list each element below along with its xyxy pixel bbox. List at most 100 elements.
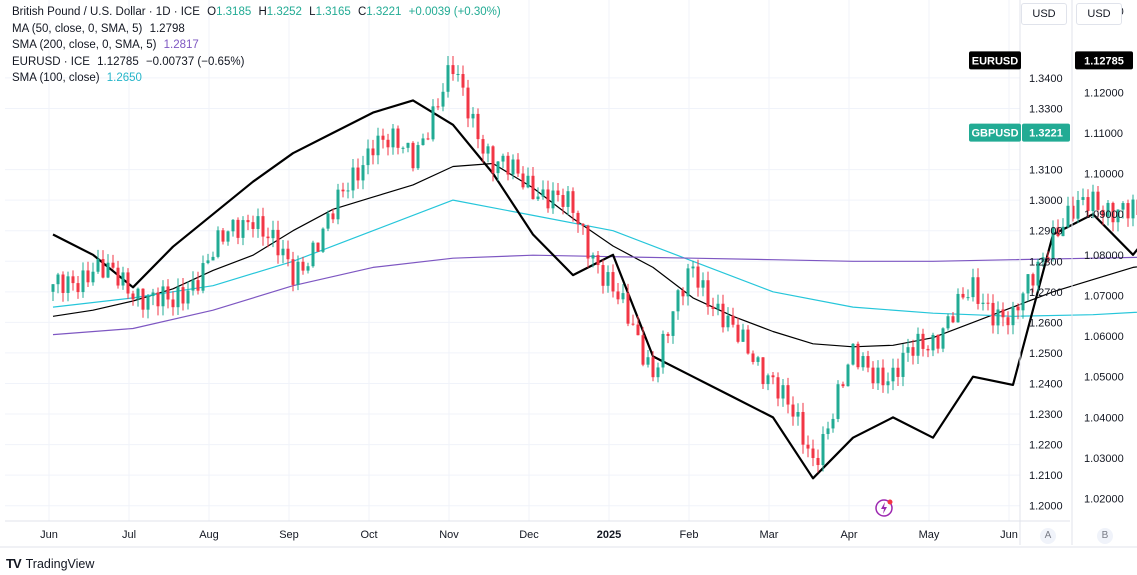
candle-body — [801, 412, 805, 445]
symbol-title[interactable]: British Pound / U.S. Dollar · 1D · ICE — [12, 6, 200, 18]
x-tick-label: Sep — [279, 529, 299, 541]
candle-body — [706, 280, 710, 307]
candle-body — [981, 302, 985, 304]
candle-body — [351, 167, 355, 191]
b-scale-button[interactable]: B — [1097, 528, 1113, 544]
right-axis-tick: 1.04000 — [1084, 412, 1124, 424]
tradingview-branding[interactable]: TV TradingView — [6, 556, 94, 571]
ohlc-high: 1.3252 — [266, 6, 302, 18]
candle-body — [971, 277, 975, 298]
chart-axes: Jun Jul Aug Sep Oct Nov Dec 2025 Feb Mar Apr May Jun… — [0, 0, 1137, 548]
candle-body — [651, 357, 655, 378]
candle-body — [836, 384, 840, 419]
candle-body — [411, 142, 415, 169]
candle-body — [161, 286, 165, 307]
candle-body — [391, 128, 395, 148]
candle-body — [656, 367, 660, 378]
candle-body — [286, 248, 290, 260]
legend-eurusd-row[interactable]: EURUSD · ICE 1.12785 −0.00737 (−0.65%) — [12, 54, 501, 71]
candle-body — [336, 189, 340, 220]
x-tick-label: Feb — [680, 529, 699, 541]
left-axis-tick: 1.2700 — [1029, 287, 1063, 299]
candle-body — [746, 329, 750, 354]
candle-body — [1011, 306, 1015, 326]
sma100-value: 1.2650 — [106, 72, 142, 84]
candle-body — [586, 225, 590, 259]
candle-body — [436, 106, 440, 108]
candle-body — [686, 268, 690, 297]
candle-body — [641, 335, 645, 365]
legend-sma100-row[interactable]: SMA (100, close) 1.2650 — [12, 70, 501, 87]
candle-body — [101, 259, 105, 278]
indicator-lines — [52, 99, 1137, 480]
candle-body — [356, 167, 360, 181]
candle-body — [406, 142, 410, 148]
candle-body — [311, 242, 315, 267]
candle-body — [866, 356, 870, 368]
candle-body — [451, 65, 455, 75]
candlesticks — [51, 55, 1137, 473]
candle-body — [711, 306, 715, 309]
candle-body — [201, 263, 205, 291]
candle-body — [826, 428, 830, 435]
x-tick-label: Aug — [199, 529, 219, 541]
candle-body — [666, 333, 670, 336]
right-axis-currency-button[interactable]: USD — [1076, 3, 1122, 25]
candle-body — [1046, 257, 1050, 259]
candle-body — [791, 404, 795, 417]
candle-body — [511, 159, 515, 175]
legend-ma50-row[interactable]: MA (50, close, 0, SMA, 5) 1.2798 — [12, 21, 501, 38]
candle-body — [461, 74, 465, 88]
candle-body — [1021, 293, 1025, 311]
auto-scale-button[interactable]: A — [1040, 528, 1056, 544]
gbpusd-name-text: GBPUSD — [971, 128, 1018, 140]
candle-body — [956, 293, 960, 323]
candle-body — [851, 343, 855, 365]
candle-body — [366, 148, 370, 166]
candle-body — [186, 290, 190, 304]
candle-body — [596, 255, 600, 266]
candle-body — [646, 357, 650, 365]
x-tick-label: Jul — [122, 529, 136, 541]
candle-body — [1051, 227, 1055, 259]
candle-body — [361, 165, 365, 181]
candle-body — [751, 353, 755, 362]
right-axis-tick: 1.05000 — [1084, 372, 1124, 384]
candle-body — [181, 287, 185, 304]
left-axis-tick: 1.2100 — [1029, 470, 1063, 482]
candle-body — [1006, 317, 1010, 326]
gbpusd-price-text: 1.3221 — [1029, 128, 1063, 140]
left-axis-currency-button[interactable]: USD — [1021, 3, 1067, 25]
candle-body — [811, 448, 815, 458]
x-tick-label: Mar — [760, 529, 779, 541]
left-axis-tick: 1.2800 — [1029, 256, 1063, 268]
candle-body — [556, 190, 560, 196]
left-axis-tick: 1.2900 — [1029, 226, 1063, 238]
candle-body — [936, 334, 940, 349]
candle-body — [321, 228, 325, 252]
candle-body — [156, 292, 160, 307]
candle-body — [481, 139, 485, 154]
candle-body — [701, 280, 705, 288]
legend-sma200-row[interactable]: SMA (200, close, 0, SMA, 5) 1.2817 — [12, 37, 501, 54]
candle-body — [696, 266, 700, 288]
x-tick-label: Jun — [1000, 529, 1018, 541]
candle-body — [926, 348, 930, 351]
lightning-icon[interactable] — [874, 498, 894, 518]
candle-body — [1071, 205, 1075, 219]
candle-body — [591, 255, 595, 259]
right-axis-tick: 1.10000 — [1084, 169, 1124, 181]
candle-body — [191, 280, 195, 291]
candle-body — [621, 293, 625, 300]
candle-body — [171, 299, 175, 308]
chart-grid — [5, 0, 1020, 521]
candle-body — [471, 113, 475, 119]
candle-body — [476, 113, 480, 140]
candle-body — [521, 173, 525, 188]
ohlc-close: 1.3221 — [366, 6, 402, 18]
candle-body — [91, 271, 95, 283]
ohlc-open-label: O — [207, 6, 217, 18]
candle-body — [636, 324, 640, 336]
candle-body — [986, 302, 990, 304]
